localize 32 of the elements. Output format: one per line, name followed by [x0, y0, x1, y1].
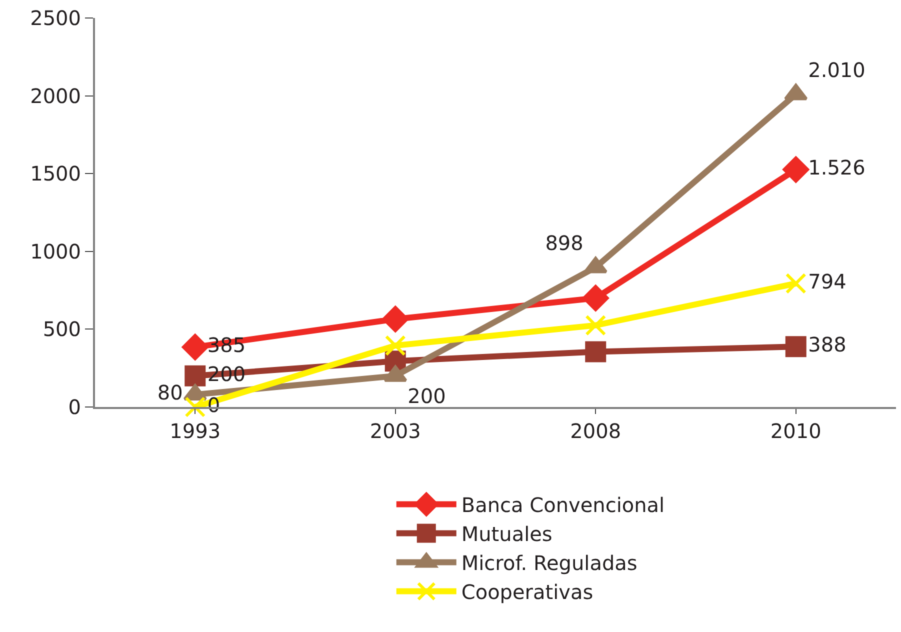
point: [785, 336, 806, 358]
point: [184, 365, 206, 386]
x-tick-label: 2003: [370, 419, 421, 443]
data-label: 1.526: [808, 156, 866, 180]
x-tick-label: 2010: [770, 419, 822, 443]
legend-label: Cooperativas: [461, 580, 594, 604]
point: [785, 272, 806, 294]
data-label: 794: [808, 269, 846, 294]
point: [382, 306, 409, 332]
data-label: 80: [157, 380, 183, 405]
data-label: 388: [808, 332, 846, 357]
y-tick-label: 1000: [30, 239, 81, 264]
y-tick-label: 2000: [30, 84, 81, 108]
y-tick-label: 500: [42, 317, 81, 342]
point: [782, 156, 810, 183]
point: [184, 396, 206, 418]
point: [582, 284, 609, 312]
point: [585, 314, 606, 336]
data-label: 898: [545, 231, 584, 256]
y-tick-label: 0: [68, 395, 81, 419]
point: [384, 335, 406, 356]
point: [182, 334, 208, 360]
point: [585, 341, 606, 362]
legend-label: Banca Convencional: [461, 493, 665, 518]
x-tick-label: 2008: [570, 419, 622, 443]
legend-label: Mutuales: [461, 522, 552, 546]
data-label: 200: [408, 384, 446, 408]
y-tick-label: 1500: [30, 162, 81, 186]
legend-label: Microf. Reguladas: [461, 551, 638, 576]
y-tick-label: 2500: [30, 6, 81, 30]
data-label: 2.010: [808, 58, 866, 82]
x-tick-label: 1993: [170, 419, 221, 443]
